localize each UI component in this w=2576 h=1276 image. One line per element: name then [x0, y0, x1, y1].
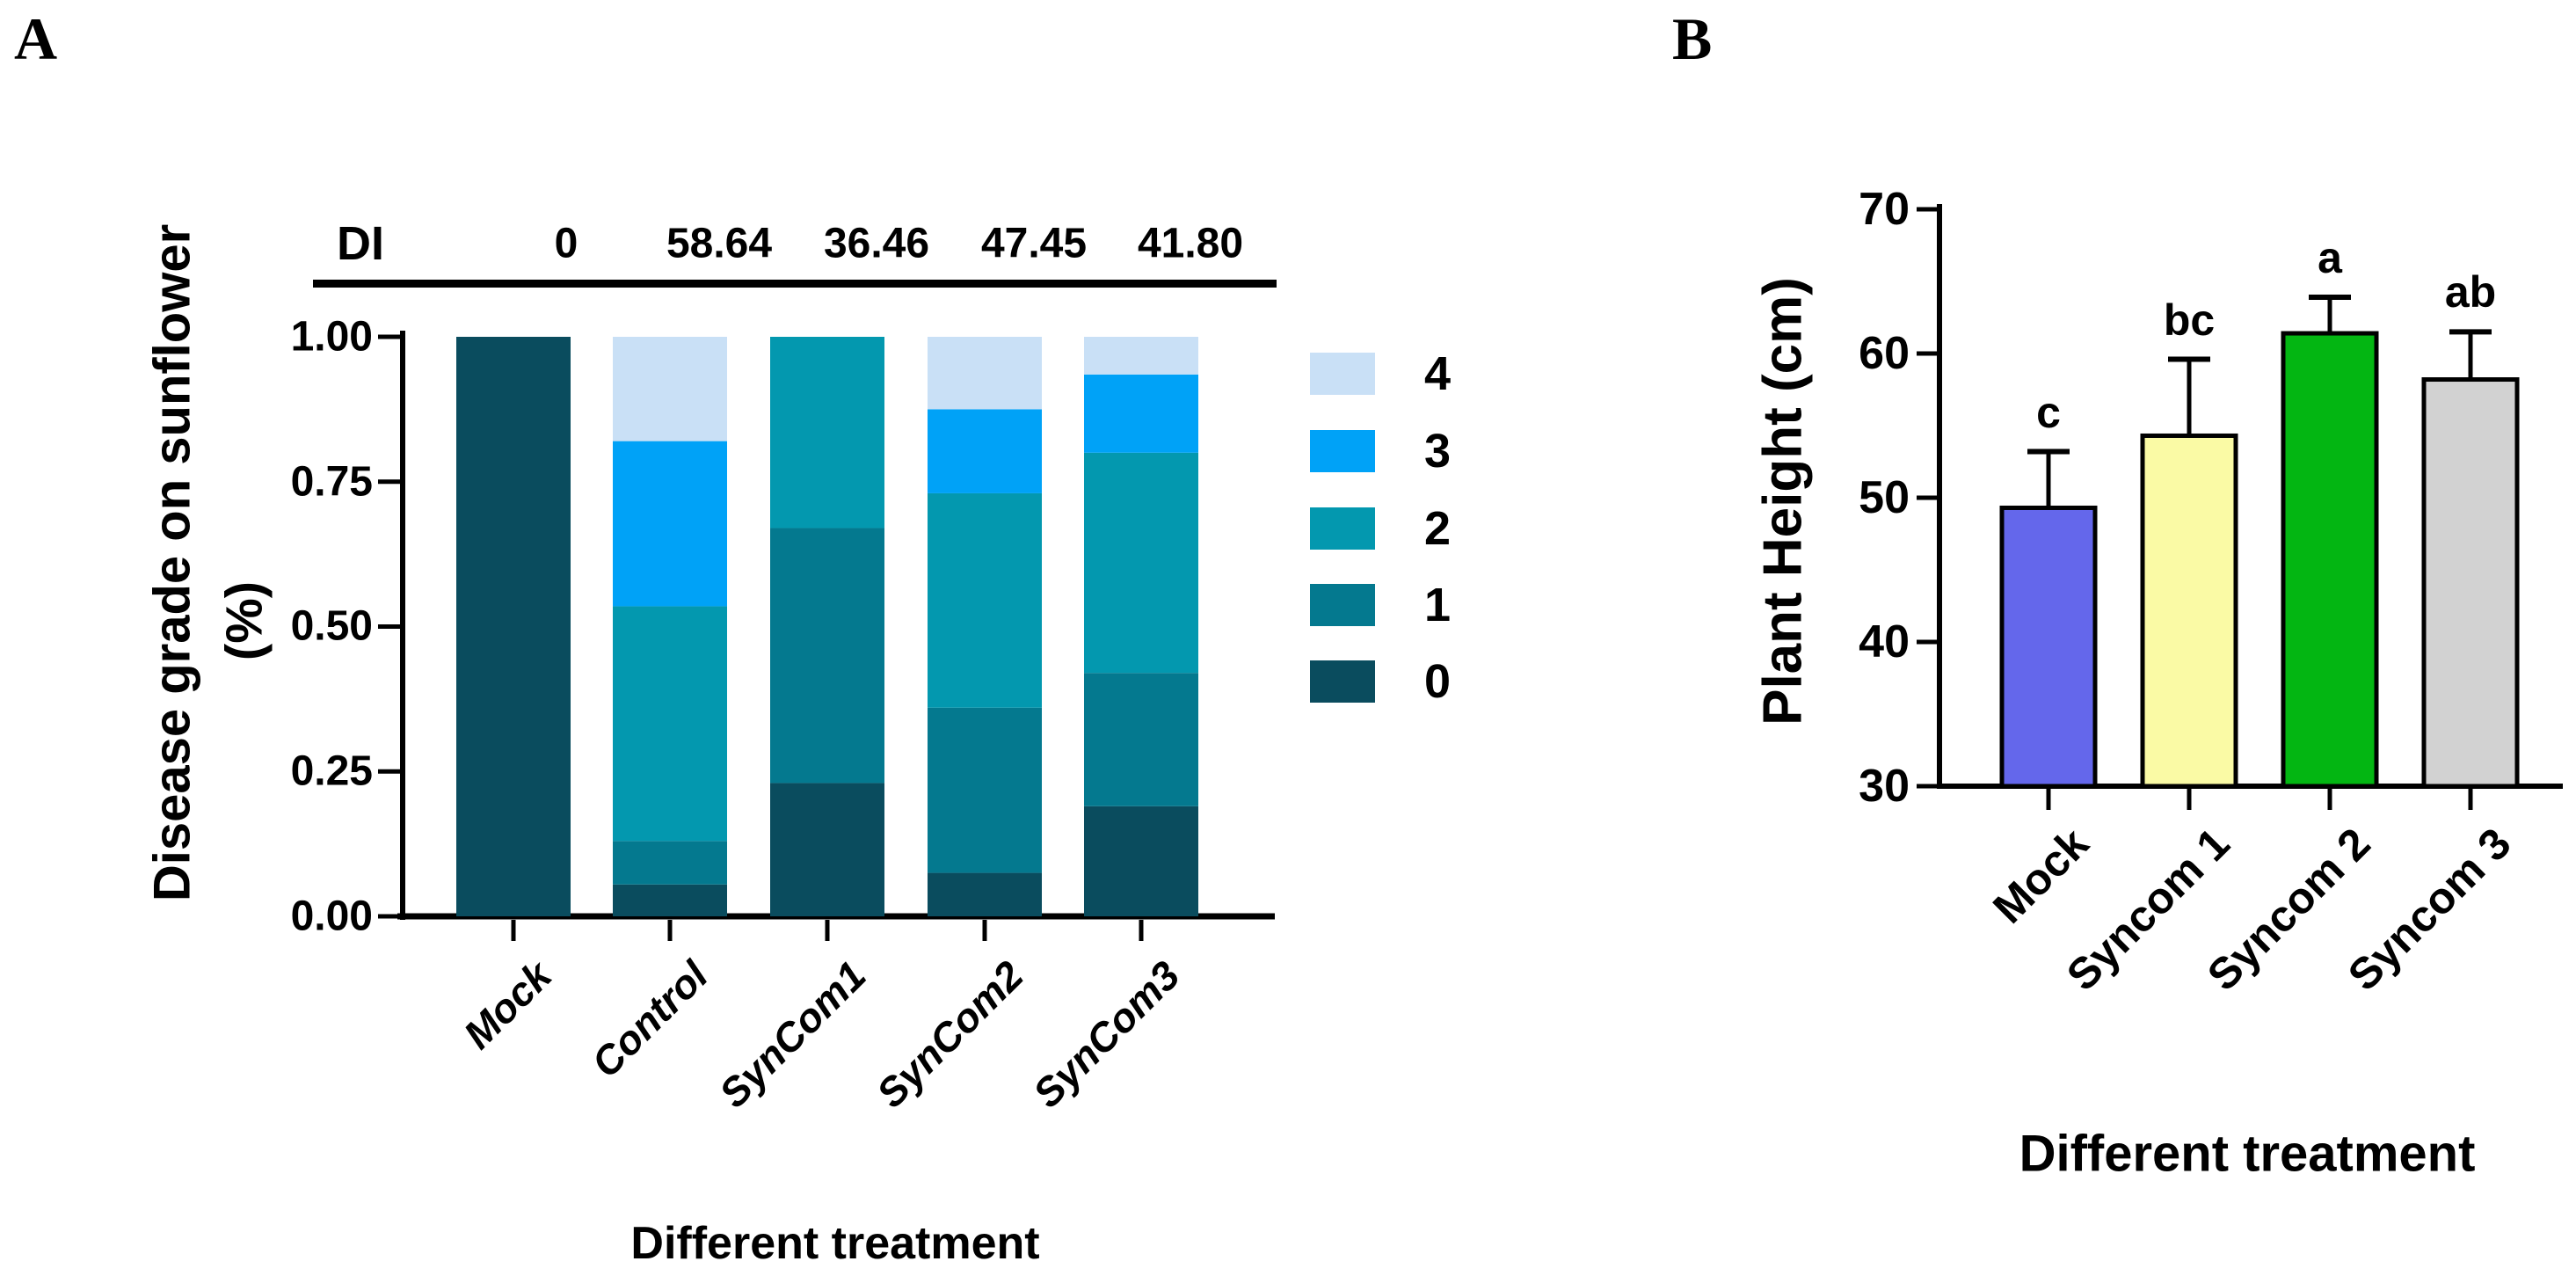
- segment-grade-0: [770, 783, 884, 916]
- di-value-mock: 0: [554, 220, 579, 267]
- segment-grade-4: [613, 337, 727, 441]
- segment-grade-0: [613, 884, 727, 916]
- legend-item-grade4: 4: [1310, 350, 1451, 397]
- sig-letter-syncom2: a: [2318, 233, 2342, 283]
- a-ytick-1.00: 1.00: [290, 313, 373, 361]
- a-ytick-0.00: 0.00: [290, 893, 373, 940]
- segment-grade-3: [613, 441, 727, 607]
- bar-rect: [2281, 331, 2379, 789]
- stacked-bar-syncom3: [1084, 337, 1198, 916]
- legend-item-grade2: 2: [1310, 505, 1451, 552]
- segment-grade-2: [928, 492, 1042, 708]
- b-ytick-30: 30: [1859, 761, 1910, 812]
- legend-item-grade1: 1: [1310, 581, 1451, 629]
- bar-syncom-3: [2421, 329, 2520, 789]
- legend-label-grade1: 1: [1424, 579, 1452, 631]
- b-ytick-40: 40: [1859, 616, 1910, 667]
- b-y-axis-title: Plant Height (cm): [1752, 277, 1814, 725]
- stacked-bar-syncom1: [770, 337, 884, 916]
- segment-grade-0: [1084, 806, 1198, 916]
- segment-grade-2: [1084, 452, 1198, 674]
- legend-label-grade2: 2: [1424, 502, 1452, 555]
- bar-rect: [2140, 433, 2238, 789]
- a-ytick-0.75: 0.75: [290, 458, 373, 506]
- stacked-bar-control: [613, 337, 727, 916]
- panel-b-letter: B: [1672, 5, 1713, 72]
- legend-item-grade0: 0: [1310, 658, 1451, 705]
- segment-grade-2: [613, 606, 727, 842]
- panel-a-letter: A: [14, 5, 58, 72]
- segment-grade-2: [770, 337, 884, 529]
- segment-grade-0: [456, 337, 571, 916]
- segment-grade-3: [1084, 374, 1198, 453]
- segment-grade-1: [770, 528, 884, 784]
- b-ytick-70: 70: [1859, 184, 1910, 235]
- legend-label-grade4: 4: [1424, 347, 1452, 400]
- a-ytick-0.25: 0.25: [290, 747, 373, 795]
- a-ytick-0.50: 0.50: [290, 602, 373, 650]
- di-underline: [313, 280, 1277, 288]
- di-value-syncom3: 41.80: [1137, 220, 1244, 267]
- bar-mock: [1999, 448, 2098, 789]
- legend-swatch-grade1: [1310, 584, 1375, 626]
- bar-rect: [2421, 377, 2520, 789]
- legend-swatch-grade4: [1310, 353, 1375, 395]
- segment-grade-3: [928, 409, 1042, 493]
- bar-syncom-2: [2281, 295, 2379, 789]
- bar-rect: [1999, 505, 2098, 789]
- legend-label-grade3: 3: [1424, 425, 1452, 478]
- segment-grade-4: [1084, 337, 1198, 375]
- di-row-label: DI: [337, 217, 384, 270]
- sig-letter-mock: c: [2036, 387, 2061, 437]
- b-x-axis-title: Different treatment: [2019, 1125, 2476, 1183]
- bar-syncom-1: [2140, 356, 2238, 789]
- stacked-bar-syncom2: [928, 337, 1042, 916]
- legend-swatch-grade2: [1310, 507, 1375, 550]
- legend-swatch-grade3: [1310, 430, 1375, 472]
- di-value-control: 58.64: [666, 220, 773, 267]
- sig-letter-syncom3: ab: [2444, 267, 2497, 317]
- segment-grade-1: [613, 841, 727, 885]
- legend-item-grade3: 3: [1310, 427, 1451, 475]
- a-y-axis-title: Disease grade on sunflower: [143, 223, 201, 902]
- panel-a-plot: [378, 331, 1275, 941]
- segment-grade-1: [928, 707, 1042, 873]
- sig-letter-syncom1: bc: [2163, 295, 2216, 345]
- panel-b-plot: [1917, 204, 2563, 810]
- legend-swatch-grade0: [1310, 660, 1375, 703]
- segment-grade-1: [1084, 673, 1198, 806]
- di-value-syncom1: 36.46: [823, 220, 930, 267]
- di-value-syncom2: 47.45: [980, 220, 1088, 267]
- stacked-bar-mock: [456, 337, 571, 916]
- legend-label-grade0: 0: [1424, 655, 1452, 708]
- b-ytick-50: 50: [1859, 472, 1910, 523]
- b-ytick-60: 60: [1859, 328, 1910, 379]
- a-x-axis-title: Different treatment: [630, 1218, 1040, 1269]
- segment-grade-4: [928, 337, 1042, 410]
- segment-grade-0: [928, 872, 1042, 916]
- a-y-axis-title-units: (%): [215, 580, 273, 661]
